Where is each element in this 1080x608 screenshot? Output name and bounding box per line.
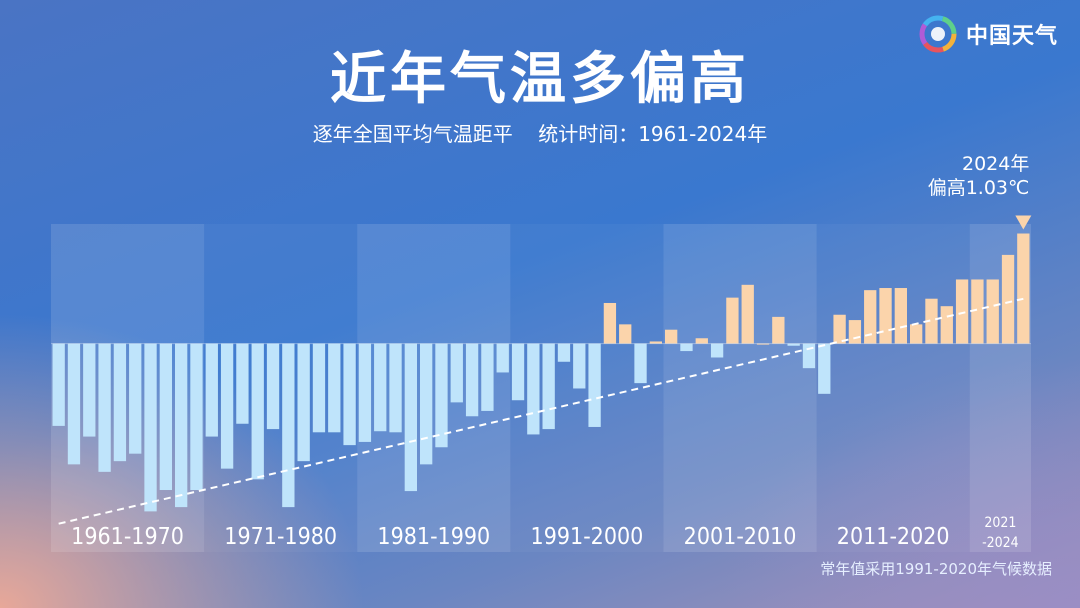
bar-1999 xyxy=(634,343,647,384)
decade-label: 1961-1970 xyxy=(71,524,184,550)
bar-2008 xyxy=(772,316,785,344)
decade-label: 2001-2010 xyxy=(684,524,797,550)
bar-2024 xyxy=(1017,233,1030,344)
bar-1975 xyxy=(266,343,280,430)
bar-2015 xyxy=(879,288,892,344)
bar-2009 xyxy=(787,343,800,346)
bar-1998 xyxy=(619,324,632,344)
bar-2004 xyxy=(710,343,724,358)
bar-2020 xyxy=(955,279,969,344)
decade-label: 1991-2000 xyxy=(531,524,644,550)
bar-2021 xyxy=(971,279,984,344)
bar-1979 xyxy=(328,343,341,433)
bar-1976 xyxy=(282,343,295,508)
bar-1989 xyxy=(481,343,494,411)
bar-2019 xyxy=(940,306,953,344)
bar-1990 xyxy=(496,343,509,373)
bar-1987 xyxy=(450,343,463,403)
bar-1988 xyxy=(465,343,479,417)
bar-2002 xyxy=(680,343,693,352)
chart-title: 近年气温多偏高 xyxy=(330,47,750,112)
bar-2001 xyxy=(665,329,678,344)
bar-1995 xyxy=(573,343,586,389)
bar-2014 xyxy=(864,290,877,344)
bar-1981 xyxy=(358,343,372,442)
bar-1980 xyxy=(343,343,356,446)
bar-2006 xyxy=(741,284,754,344)
chart-subtitle: 逐年全国平均气温距平 统计时间：1961-2024年 xyxy=(312,122,768,146)
bar-1965 xyxy=(113,343,127,462)
brand-logo: 中国天气 xyxy=(918,14,1058,54)
bar-1983 xyxy=(389,343,402,433)
annotation-year: 2024年 xyxy=(962,153,1029,175)
decade-panel xyxy=(816,224,970,552)
bar-2016 xyxy=(894,288,907,344)
bar-1996 xyxy=(588,343,601,427)
bar-2007 xyxy=(756,343,770,345)
bar-2018 xyxy=(925,298,938,344)
trend-line xyxy=(58,297,1024,525)
decade-label: 1971-1980 xyxy=(224,524,337,550)
decade-label: 2011-2020 xyxy=(837,524,950,550)
brand-name: 中国天气 xyxy=(965,24,1058,49)
bar-2003 xyxy=(695,338,708,344)
bar-2012 xyxy=(833,314,846,344)
bar-2022 xyxy=(986,279,999,344)
footnote: 常年值采用1991-2020年气候数据 xyxy=(820,560,1052,578)
annotation-marker-icon xyxy=(1015,215,1032,230)
bar-1991 xyxy=(511,343,525,401)
decade-label: 2021 -2024 xyxy=(982,515,1019,551)
bar-1978 xyxy=(312,343,326,433)
bar-1994 xyxy=(557,343,571,362)
bar-1993 xyxy=(542,343,555,430)
china-weather-swirl-logo-icon xyxy=(919,15,957,53)
bar-1961 xyxy=(52,343,65,426)
bar-2000 xyxy=(649,341,662,344)
bar-2005 xyxy=(726,297,739,344)
bar-2023 xyxy=(1001,254,1015,344)
bar-2011 xyxy=(818,343,831,394)
bar-1974 xyxy=(251,343,264,480)
bar-1992 xyxy=(527,343,540,435)
decade-panel xyxy=(663,224,817,552)
bar-1972 xyxy=(220,343,234,469)
bar-1977 xyxy=(297,343,310,462)
bar-1968 xyxy=(159,343,172,491)
bar-2017 xyxy=(910,324,923,344)
bar-1982 xyxy=(374,343,387,432)
bar-1963 xyxy=(83,343,96,437)
bar-1986 xyxy=(435,343,448,448)
annotation-value: 偏高1.03℃ xyxy=(928,177,1030,199)
bar-1997 xyxy=(603,302,617,344)
bar-1971 xyxy=(205,343,218,437)
bar-1973 xyxy=(236,343,249,424)
bar-1970 xyxy=(190,343,203,491)
bar-1985 xyxy=(420,343,433,465)
bar-1964 xyxy=(98,343,111,472)
decade-label: 1981-1990 xyxy=(377,524,490,550)
bar-2010 xyxy=(802,343,816,369)
bar-1969 xyxy=(175,343,188,508)
bar-1967 xyxy=(144,343,157,512)
bar-1962 xyxy=(67,343,81,465)
bar-1984 xyxy=(404,343,417,492)
bar-2013 xyxy=(848,320,862,344)
bar-1966 xyxy=(129,343,142,454)
